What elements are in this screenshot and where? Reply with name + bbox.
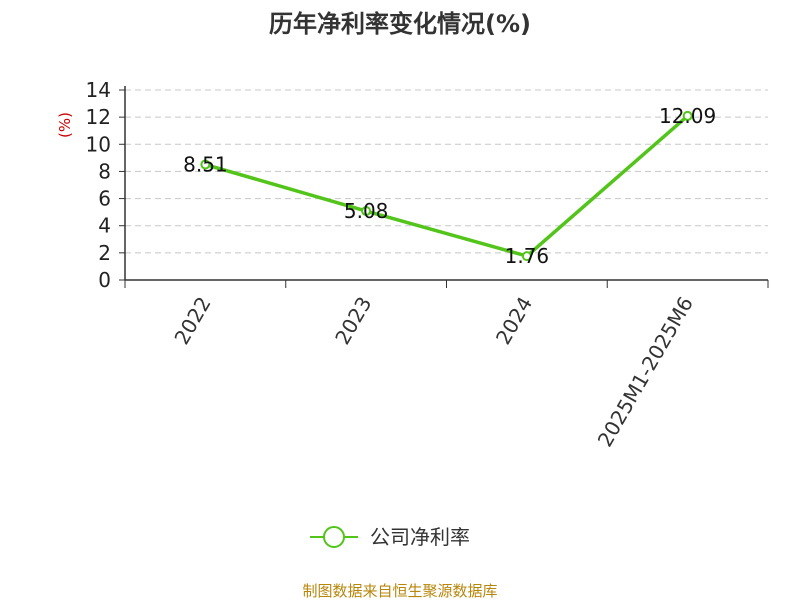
series-line-0 <box>204 114 689 258</box>
data-label-2: 1.76 <box>505 244 550 268</box>
data-label-0: 8.51 <box>183 153 228 177</box>
data-labels: 8.51 5.08 1.76 12.09 <box>183 104 716 268</box>
data-point-1 <box>361 206 372 217</box>
y-axis-ticks: 0 2 4 6 8 10 12 14 <box>86 78 125 292</box>
x-tick-label-1: 2023 <box>330 293 376 349</box>
y-tick-label-4: 4 <box>98 214 111 238</box>
data-point-3 <box>682 110 693 121</box>
y-tick-label-10: 10 <box>86 132 111 156</box>
x-axis-ticks: 2022 2023 2024 2025M1-2025M6 <box>124 280 769 451</box>
data-point-2 <box>521 251 532 262</box>
y-axis-unit: (%) <box>56 112 74 138</box>
y-tick-label-6: 6 <box>98 187 111 211</box>
y-tick-label-2: 2 <box>98 241 111 265</box>
data-label-3: 12.09 <box>659 104 716 128</box>
y-tick-label-14: 14 <box>86 78 111 102</box>
x-tick-label-0: 2022 <box>169 293 215 349</box>
legend[interactable]: 公司净利率 <box>310 525 470 549</box>
data-point-0 <box>200 159 211 170</box>
series-net-margin <box>200 110 693 262</box>
y-tick-label-0: 0 <box>98 268 111 292</box>
chart-title: 历年净利率变化情况(%) <box>269 10 531 38</box>
y-tick-label-8: 8 <box>98 159 111 183</box>
legend-marker <box>323 526 345 548</box>
x-tick-label-2: 2024 <box>491 293 537 349</box>
grid-lines <box>125 89 768 254</box>
data-label-1: 5.08 <box>344 199 389 223</box>
y-tick-label-12: 12 <box>86 105 111 129</box>
x-tick-label-3: 2025M1-2025M6 <box>593 293 698 451</box>
source-note: 制图数据来自恒生聚源数据库 <box>302 582 497 600</box>
legend-label: 公司净利率 <box>370 525 470 549</box>
